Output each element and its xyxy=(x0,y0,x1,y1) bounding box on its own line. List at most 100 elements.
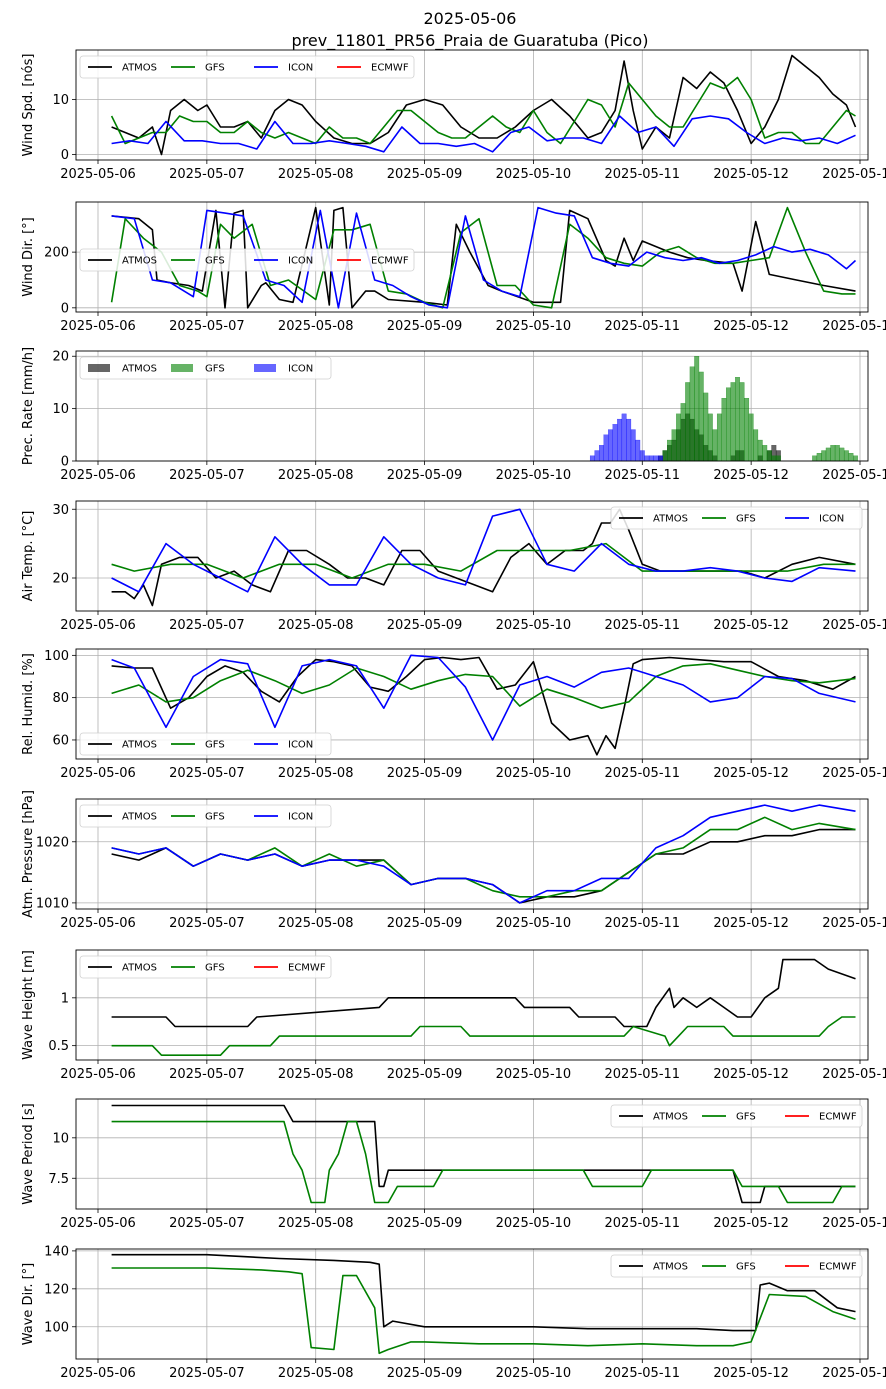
legend-box xyxy=(79,732,332,756)
series-line-icon xyxy=(111,115,856,153)
bar-icon xyxy=(608,429,613,461)
bar-gfs xyxy=(825,447,831,461)
chart-panel-3: 2025-05-06 2025-05-07 2025-05-08 2025-05-09… xyxy=(21,347,886,483)
y-tick-label: 140 xyxy=(44,1244,69,1259)
bar-icon xyxy=(653,455,659,461)
legend: ATMOS GFS ICON xyxy=(79,804,332,828)
x-tick-label: 2025-05-08 xyxy=(278,1216,354,1231)
figure-title-date: 2025-05-06 xyxy=(424,9,517,28)
x-tick-label: 2025-05-11 xyxy=(605,618,681,633)
legend: ATMOS GFS ICON xyxy=(610,506,863,530)
legend-label-atmos: ATMOS xyxy=(122,740,157,751)
y-tick-label: 200 xyxy=(44,246,69,261)
bar-gfs xyxy=(848,452,854,461)
bar-icon xyxy=(644,455,650,461)
x-tick-label: 2025-05-12 xyxy=(713,1366,789,1381)
bar-gfs xyxy=(762,445,768,461)
x-tick-label: 2025-05-07 xyxy=(169,167,245,182)
bar-gfs xyxy=(735,377,740,461)
chart-panels: 2025-05-06 2025-05-07 2025-05-08 2025-05-09… xyxy=(21,49,886,1381)
y-tick-label: 10 xyxy=(52,1131,69,1146)
legend-swatch-gfs xyxy=(171,364,193,372)
x-tick-label: 2025-05-09 xyxy=(387,1366,463,1381)
legend-label-atmos: ATMOS xyxy=(122,963,157,974)
chart-panel-8: 2025-05-06 2025-05-07 2025-05-08 2025-05-09… xyxy=(21,1098,886,1231)
plot-frame xyxy=(75,648,869,760)
x-tick-label: 2025-05-10 xyxy=(496,618,572,633)
chart-panel-4: 2025-05-06 2025-05-07 2025-05-08 2025-05-09… xyxy=(21,500,886,633)
x-tick-label: 2025-05-06 xyxy=(60,319,136,334)
x-tick-label: 2025-05-08 xyxy=(278,766,354,781)
legend: ATMOS GFS ECMWF xyxy=(610,1254,863,1278)
x-tick-label: 2025-05-13 xyxy=(822,618,886,633)
x-tick-label: 2025-05-11 xyxy=(605,319,681,334)
bar-gfs xyxy=(726,387,731,461)
series-line-gfs xyxy=(110,76,856,145)
legend-box xyxy=(610,1254,863,1278)
x-tick-label: 2025-05-10 xyxy=(496,1067,572,1082)
bar-gfs xyxy=(753,429,759,461)
bar-gfs xyxy=(703,392,709,461)
x-tick-label: 2025-05-13 xyxy=(822,1067,886,1082)
x-tick-label: 2025-05-12 xyxy=(713,319,789,334)
legend-box xyxy=(610,1104,863,1128)
legend-label-icon: ICON xyxy=(819,514,844,525)
series-group xyxy=(111,1253,856,1355)
y-tick-label: 20 xyxy=(52,572,69,587)
x-tick-label: 2025-05-13 xyxy=(822,766,886,781)
series-group xyxy=(111,508,856,607)
y-axis-label: Prec. Rate [mm/h] xyxy=(21,347,36,465)
x-tick-label: 2025-05-06 xyxy=(60,468,136,483)
x-tick-label: 2025-05-10 xyxy=(496,916,572,931)
y-tick-label: 20 xyxy=(52,350,69,365)
y-axis-label: Atm. Pressure [hPa] xyxy=(21,790,36,918)
legend-label-atmos: ATMOS xyxy=(122,364,157,375)
bar-gfs xyxy=(834,445,840,461)
y-axis-label: Air Temp. [°C] xyxy=(21,511,36,602)
bar-gfs xyxy=(739,382,745,461)
bar-gfs xyxy=(816,452,822,461)
series-group xyxy=(110,206,857,309)
x-tick-label: 2025-05-11 xyxy=(605,766,681,781)
plot-frame xyxy=(75,49,869,161)
bar-gfs xyxy=(694,356,700,461)
x-tick-label: 2025-05-07 xyxy=(169,1067,245,1082)
y-axis-label: Wave Height [m] xyxy=(21,950,36,1060)
legend-box xyxy=(79,804,332,828)
bar-gfs xyxy=(830,445,836,461)
plot-frame xyxy=(75,500,869,612)
legend-label-icon: ICON xyxy=(288,812,313,823)
bar-icon xyxy=(635,439,641,461)
legend-box xyxy=(79,248,415,272)
x-tick-label: 2025-05-08 xyxy=(278,1366,354,1381)
legend-label-gfs: GFS xyxy=(205,963,225,974)
x-tick-label: 2025-05-09 xyxy=(387,468,463,483)
y-tick-label: 10 xyxy=(52,402,69,417)
x-tick-label: 2025-05-12 xyxy=(713,766,789,781)
bar-gfs xyxy=(730,382,736,461)
x-tick-label: 2025-05-13 xyxy=(822,319,886,334)
legend-box xyxy=(79,55,415,79)
series-line-icon xyxy=(111,508,856,593)
y-axis-label: Wave Dir. [°] xyxy=(21,1263,36,1346)
bar-gfs xyxy=(839,447,845,461)
chart-panel-9: 2025-05-06 2025-05-07 2025-05-08 2025-05-09… xyxy=(21,1244,886,1381)
y-axis-label: Wave Period [s] xyxy=(21,1103,36,1204)
legend-box xyxy=(79,356,332,380)
x-tick-label: 2025-05-12 xyxy=(713,916,789,931)
legend-label-ecmwf: ECMWF xyxy=(371,63,409,74)
x-tick-label: 2025-05-08 xyxy=(278,618,354,633)
legend-box xyxy=(610,506,863,530)
x-tick-label: 2025-05-13 xyxy=(822,1366,886,1381)
x-tick-label: 2025-05-06 xyxy=(60,766,136,781)
series-line-gfs xyxy=(111,1016,856,1056)
bar-gfs xyxy=(853,455,858,461)
legend-label-icon: ICON xyxy=(288,740,313,751)
series-group xyxy=(111,654,856,756)
plot-frame xyxy=(75,201,869,313)
y-axis-label: Wind Dir. [°] xyxy=(21,217,36,297)
x-tick-label: 2025-05-13 xyxy=(822,916,886,931)
x-tick-label: 2025-05-08 xyxy=(278,319,354,334)
series-line-atmos xyxy=(111,1253,856,1332)
bar-gfs xyxy=(676,413,681,461)
